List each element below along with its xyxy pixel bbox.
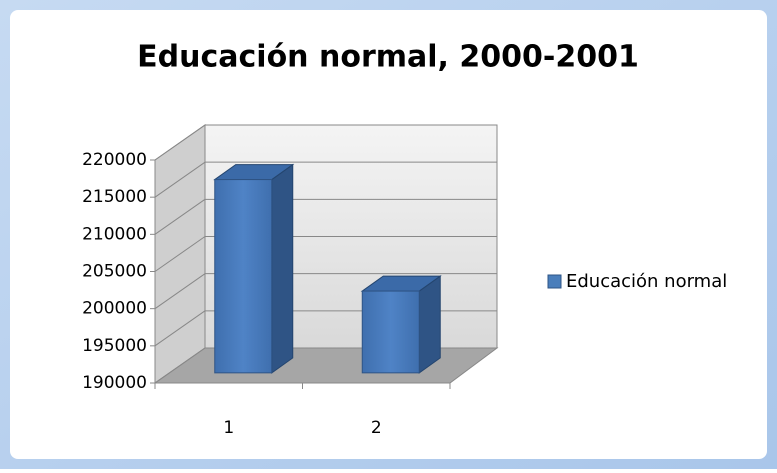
plot (153, 124, 499, 384)
grid-line (154, 310, 206, 347)
grid-line (154, 124, 206, 161)
grid-line (154, 347, 206, 384)
legend-label: Educación normal (566, 271, 727, 292)
grid-line (154, 198, 206, 235)
bar (361, 290, 420, 374)
grid-line (154, 236, 206, 272)
chart-title: Educación normal, 2000-2001 (137, 40, 639, 75)
y-tick-label: 210000 (82, 224, 147, 244)
grid-line (154, 161, 206, 198)
x-tick-label: 2 (371, 418, 382, 438)
floor (153, 347, 499, 384)
bar (214, 179, 273, 374)
y-tick-label: 215000 (82, 187, 147, 207)
y-tick-label: 200000 (82, 299, 147, 319)
y-tick-label: 195000 (82, 336, 147, 356)
y-tick-label: 205000 (82, 262, 147, 282)
bar-side (418, 275, 441, 374)
x-tick-label: 1 (223, 418, 234, 438)
grid-line (154, 273, 206, 310)
y-tick-label: 220000 (82, 150, 147, 170)
y-tick-label: 190000 (82, 373, 147, 393)
bar-side (271, 163, 294, 374)
legend-swatch (547, 274, 562, 289)
